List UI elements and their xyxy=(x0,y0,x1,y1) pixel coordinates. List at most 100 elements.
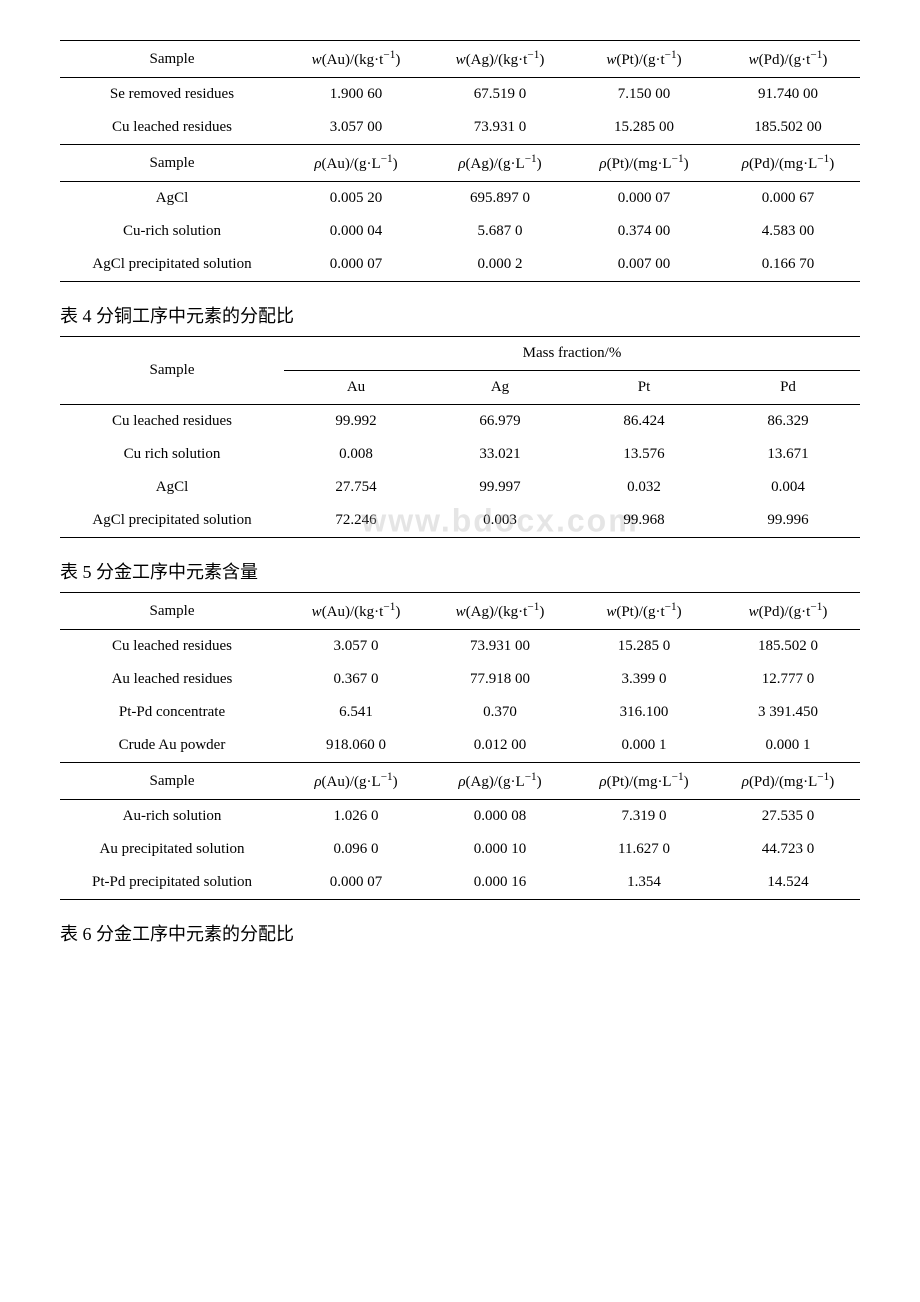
t5a-h-sample: Sample xyxy=(60,593,284,630)
cell-val: 72.246 xyxy=(335,512,376,528)
cell: 0.367 0 xyxy=(284,663,428,696)
cell: 3 391.450 xyxy=(716,696,860,729)
cell: 0.166 70 xyxy=(716,248,860,282)
cell: 11.627 0 xyxy=(572,833,716,866)
t3b-h-au: ρ(Au)/(g·L−1) xyxy=(284,145,428,182)
t3a-h-pt: w(Pt)/(g·t−1) xyxy=(572,41,716,78)
cell: 918.060 0 xyxy=(284,729,428,763)
cell: 0.008 xyxy=(284,438,428,471)
t5b-h-pt: ρ(Pt)/(mg·L−1) xyxy=(572,763,716,800)
cell: 0.000 1 xyxy=(572,729,716,763)
cell: 0.000 07 xyxy=(284,866,428,900)
t5a-h-pt: w(Pt)/(g·t−1) xyxy=(572,593,716,630)
cell: 12.777 0 xyxy=(716,663,860,696)
cell: 77.918 00 xyxy=(428,663,572,696)
cell: 185.502 0 xyxy=(716,630,860,664)
table-row: Cu leached residues 3.057 0 73.931 00 15… xyxy=(60,630,860,664)
cell: Au precipitated solution xyxy=(60,833,284,866)
cell: 33.021 xyxy=(428,438,572,471)
t4-h-mass: Mass fraction/% xyxy=(284,337,860,371)
cell: 695.897 0 xyxy=(428,182,572,216)
cell: 5.687 0 xyxy=(428,215,572,248)
t4-h-pt: Pt xyxy=(572,371,716,405)
table-3: Sample w(Au)/(kg·t−1) w(Ag)/(kg·t−1) w(P… xyxy=(60,40,860,282)
cell-val: 0.003 xyxy=(483,512,517,528)
cell: 1.900 60 xyxy=(284,78,428,112)
cell: AgCl precipitated solution xyxy=(60,504,284,538)
cell: 0.370 xyxy=(428,696,572,729)
table-row: Pt-Pd precipitated solution 0.000 07 0.0… xyxy=(60,866,860,900)
cell: 0.000 07 xyxy=(284,248,428,282)
table-row: Cu leached residues 99.992 66.979 86.424… xyxy=(60,405,860,439)
cell: Pt-Pd concentrate xyxy=(60,696,284,729)
cell: 1.354 xyxy=(572,866,716,900)
t3a-h-ag: w(Ag)/(kg·t−1) xyxy=(428,41,572,78)
cell: 15.285 00 xyxy=(572,111,716,145)
cell: 0.032 xyxy=(572,471,716,504)
cell: 27.535 0 xyxy=(716,800,860,834)
cell: 316.100 xyxy=(572,696,716,729)
cell: Au-rich solution xyxy=(60,800,284,834)
cell: Cu-rich solution xyxy=(60,215,284,248)
cell: Crude Au powder xyxy=(60,729,284,763)
t5a-h-au: w(Au)/(kg·t−1) xyxy=(284,593,428,630)
cell: 3.399 0 xyxy=(572,663,716,696)
cell: 72.246 xyxy=(284,504,428,538)
t4-h-pd: Pd xyxy=(716,371,860,405)
table-row: Cu rich solution 0.008 33.021 13.576 13.… xyxy=(60,438,860,471)
cell: 73.931 00 xyxy=(428,630,572,664)
cell: 86.329 xyxy=(716,405,860,439)
t4-h-sample: Sample xyxy=(60,337,284,405)
cell: 3.057 00 xyxy=(284,111,428,145)
table-row: Cu-rich solution 0.000 04 5.687 0 0.374 … xyxy=(60,215,860,248)
cell: AgCl xyxy=(60,471,284,504)
cell: 99.968 xyxy=(572,504,716,538)
cell: 0.000 67 xyxy=(716,182,860,216)
table-4: Sample Mass fraction/% Au Ag Pt Pd Cu le… xyxy=(60,336,860,538)
cell: AgCl xyxy=(60,182,284,216)
cell: 0.007 00 xyxy=(572,248,716,282)
table-row: AgCl 27.754 99.997 0.032 0.004 xyxy=(60,471,860,504)
t5a-h-pd: w(Pd)/(g·t−1) xyxy=(716,593,860,630)
caption-table-5: 表 5 分金工序中元素含量 xyxy=(60,558,860,584)
cell: Pt-Pd precipitated solution xyxy=(60,866,284,900)
table-row: Au-rich solution 1.026 0 0.000 08 7.319 … xyxy=(60,800,860,834)
table-5: Sample w(Au)/(kg·t−1) w(Ag)/(kg·t−1) w(P… xyxy=(60,592,860,900)
cell: 0.000 08 xyxy=(428,800,572,834)
cell: 185.502 00 xyxy=(716,111,860,145)
cell: Au leached residues xyxy=(60,663,284,696)
cell: Cu leached residues xyxy=(60,630,284,664)
t5b-h-au: ρ(Au)/(g·L−1) xyxy=(284,763,428,800)
cell: 0.000 07 xyxy=(572,182,716,216)
cell: 86.424 xyxy=(572,405,716,439)
cell: 0.000 10 xyxy=(428,833,572,866)
cell: 0.000 04 xyxy=(284,215,428,248)
cell: 0.004 xyxy=(716,471,860,504)
cell: 1.026 0 xyxy=(284,800,428,834)
cell: 0.012 00 xyxy=(428,729,572,763)
cell: 0.003 www.bdocx.com xyxy=(428,504,572,538)
t5b-h-pd: ρ(Pd)/(mg·L−1) xyxy=(716,763,860,800)
cell: 99.997 xyxy=(428,471,572,504)
t3b-h-pt: ρ(Pt)/(mg·L−1) xyxy=(572,145,716,182)
cell: 27.754 xyxy=(284,471,428,504)
cell: 7.319 0 xyxy=(572,800,716,834)
cell: 66.979 xyxy=(428,405,572,439)
cell: AgCl precipitated solution xyxy=(60,248,284,282)
cell: Cu leached residues xyxy=(60,405,284,439)
cell: 6.541 xyxy=(284,696,428,729)
t3b-h-ag: ρ(Ag)/(g·L−1) xyxy=(428,145,572,182)
t4-h-ag: Ag xyxy=(428,371,572,405)
cell: 4.583 00 xyxy=(716,215,860,248)
cell: 67.519 0 xyxy=(428,78,572,112)
cell: 44.723 0 xyxy=(716,833,860,866)
table-row: AgCl 0.005 20 695.897 0 0.000 07 0.000 6… xyxy=(60,182,860,216)
t3a-h-pd: w(Pd)/(g·t−1) xyxy=(716,41,860,78)
table-row: Se removed residues 1.900 60 67.519 0 7.… xyxy=(60,78,860,112)
t3b-h-pd: ρ(Pd)/(mg·L−1) xyxy=(716,145,860,182)
cell: 15.285 0 xyxy=(572,630,716,664)
t5b-h-sample: Sample xyxy=(60,763,284,800)
cell: Cu leached residues xyxy=(60,111,284,145)
cell: 13.671 xyxy=(716,438,860,471)
cell: 0.000 16 xyxy=(428,866,572,900)
